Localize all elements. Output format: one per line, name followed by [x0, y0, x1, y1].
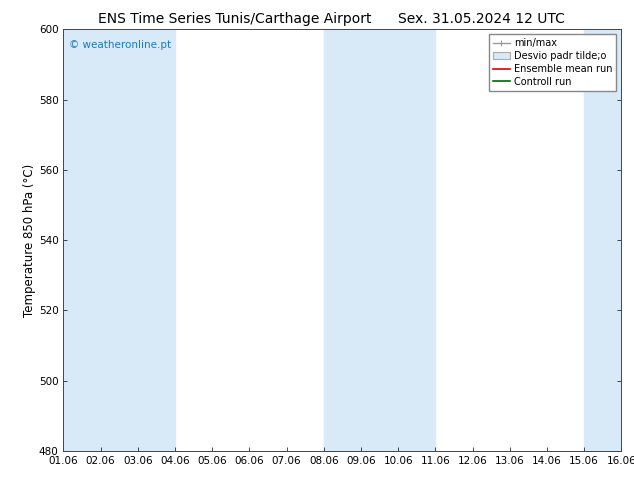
- Text: Sex. 31.05.2024 12 UTC: Sex. 31.05.2024 12 UTC: [398, 12, 566, 26]
- Y-axis label: Temperature 850 hPa (°C): Temperature 850 hPa (°C): [23, 164, 36, 317]
- Text: © weatheronline.pt: © weatheronline.pt: [69, 40, 171, 50]
- Legend: min/max, Desvio padr tilde;o, Ensemble mean run, Controll run: min/max, Desvio padr tilde;o, Ensemble m…: [489, 34, 616, 91]
- Text: ENS Time Series Tunis/Carthage Airport: ENS Time Series Tunis/Carthage Airport: [98, 12, 372, 26]
- Bar: [324, 29, 436, 451]
- Bar: [584, 29, 621, 451]
- Bar: [63, 29, 175, 451]
